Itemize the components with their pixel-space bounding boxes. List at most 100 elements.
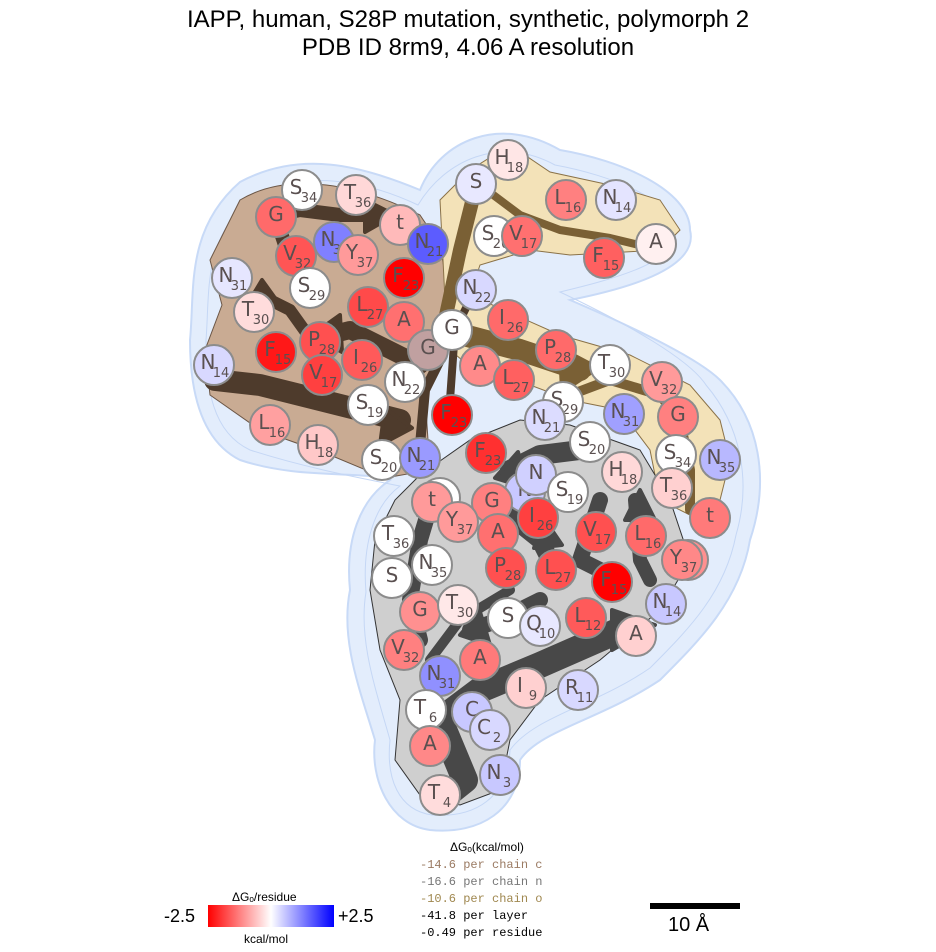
residue-letter: G (444, 315, 460, 339)
residue-n-t36: T36 (373, 515, 415, 557)
residue-letter: T (445, 590, 459, 614)
residue-blob (589, 344, 631, 386)
residue-c-g: G (255, 196, 297, 238)
residue-letter: Y (669, 545, 683, 569)
residue-number: 37 (457, 523, 474, 538)
residue-number: 31 (623, 415, 640, 430)
residue-letter: A (397, 307, 411, 331)
residue-blob (255, 331, 297, 373)
residue-blob (407, 223, 449, 265)
residue-letter: S (664, 440, 677, 464)
residue-number: 36 (355, 196, 372, 211)
residue-blob (411, 544, 453, 586)
residue-blob (455, 269, 497, 311)
residue-letter: Y (445, 507, 459, 531)
residue-blob (505, 667, 547, 709)
residue-o-h18: H18 (487, 139, 529, 181)
residue-letter: T (659, 473, 673, 497)
residue-number: 32 (403, 651, 420, 666)
residue-c-v17: V17 (301, 354, 343, 396)
residue-n-r11: R11 (557, 669, 599, 711)
residue-o-n35: N35 (699, 439, 741, 481)
residue-letter: I (353, 345, 359, 369)
residue-c-v32: V32 (275, 235, 317, 277)
residue-letter: N (529, 460, 544, 484)
residue-number: 26 (361, 361, 378, 376)
residue-letter: V (583, 517, 597, 541)
residue-layer: S34T36GtN35Y37V32N31S29T30L27AP28F15N14V… (193, 139, 741, 816)
residue-number: 29 (309, 289, 326, 304)
residue-blob (335, 174, 377, 216)
residue-letter: N (415, 229, 430, 253)
residue-letter: F (474, 438, 486, 462)
residue-number: 36 (671, 489, 688, 504)
residue-letter: G (670, 402, 686, 426)
residue-c-s19: S19 (347, 384, 389, 426)
figure-title-line1: IAPP, human, S28P mutation, synthetic, p… (186, 6, 750, 33)
residue-number: 12 (585, 619, 602, 634)
residue-letter: N (201, 350, 216, 374)
residue-number: 30 (253, 313, 270, 328)
residue-letter: H (608, 457, 623, 481)
residue-number: 16 (565, 201, 582, 216)
residue-o-f15: F15 (583, 237, 625, 279)
residue-number: 3 (503, 776, 511, 791)
residue-blob (545, 179, 587, 221)
residue-blob (383, 257, 425, 299)
residue-letter: N (407, 443, 422, 467)
energy-chain-o: -10.6 per chain o (420, 892, 543, 906)
residue-number: 31 (439, 677, 456, 692)
energy-chain-c: -14.6 per chain c (420, 858, 543, 872)
residue-blob (661, 539, 703, 581)
residue-number: 22 (475, 291, 492, 306)
residue-letter: L (356, 292, 368, 316)
residue-number: 23 (451, 416, 468, 431)
residue-letter: Y (345, 240, 359, 264)
colorbar-max-label: +2.5 (338, 906, 374, 926)
residue-o-t: t (689, 497, 731, 539)
residue-number: 20 (381, 461, 398, 476)
residue-blob (575, 511, 617, 553)
residue-blob (297, 424, 339, 466)
residue-letter: t (706, 503, 714, 527)
residue-number: 23 (403, 279, 420, 294)
residue-o-s: S (455, 163, 497, 205)
scale-bar-label: 10 Å (668, 914, 710, 936)
residue-c-s20: S20 (361, 439, 403, 481)
residue-letter: A (473, 645, 487, 669)
residue-number: 11 (577, 691, 594, 706)
residue-letter: A (473, 351, 487, 375)
residue-number: 27 (555, 571, 572, 586)
residue-letter: S (370, 445, 383, 469)
residue-o-p28: P28 (535, 329, 577, 371)
residue-blob (591, 561, 633, 603)
residue-n-g: G (471, 482, 513, 524)
residue-n-s: S (371, 557, 413, 599)
residue-letter: P (494, 553, 506, 577)
residue-number: 34 (675, 456, 692, 471)
residue-blob (645, 583, 687, 625)
residue-number: 16 (645, 537, 662, 552)
residue-number: 14 (665, 605, 682, 620)
residue-c-s34: S34 (281, 169, 323, 211)
residue-letter: T (427, 780, 441, 804)
residue-letter: L (502, 365, 514, 389)
residue-n-a: A (477, 513, 519, 555)
residue-c-l27: L 27 (347, 286, 389, 328)
residue-letter: A (649, 229, 663, 253)
residue-n-n21: N21 (524, 399, 566, 441)
residue-blob (399, 437, 441, 479)
residue-n-n31: N31 (419, 655, 461, 697)
residue-blob (651, 467, 693, 509)
residue-number: 37 (681, 561, 698, 576)
residue-letter: N (707, 445, 722, 469)
residue-letter: S (386, 563, 399, 587)
residue-blob (409, 725, 451, 767)
residue-letter: t (428, 487, 436, 511)
residue-letter: T (343, 180, 357, 204)
residue-blob (689, 497, 731, 539)
residue-blob (384, 361, 426, 403)
